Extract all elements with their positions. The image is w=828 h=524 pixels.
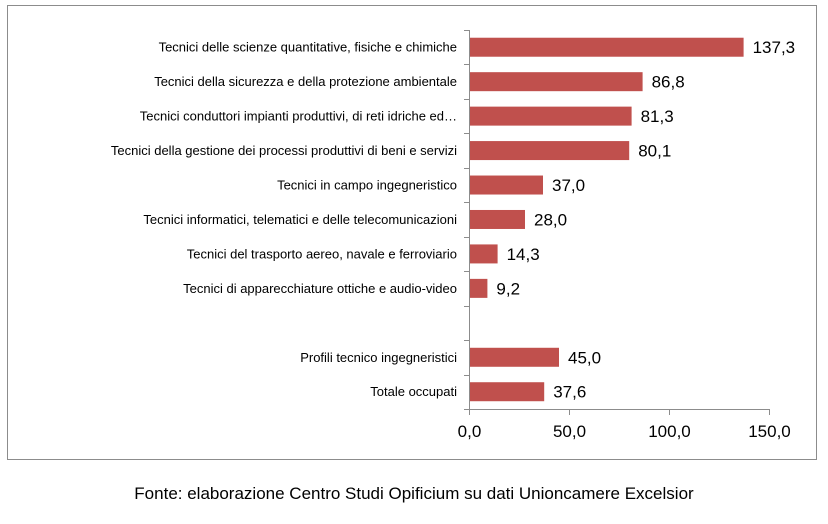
bar — [469, 106, 632, 126]
bar — [469, 37, 744, 57]
data-label: 86,8 — [652, 73, 685, 92]
x-tick-label: 50,0 — [553, 422, 586, 441]
chart-frame: Tecnici delle scienze quantitative, fisi… — [7, 5, 817, 460]
category-label: Tecnici informatici, telematici e delle … — [143, 212, 457, 227]
data-label: 81,3 — [641, 107, 674, 126]
bar-chart: Tecnici delle scienze quantitative, fisi… — [111, 30, 796, 441]
data-label: 37,6 — [553, 383, 586, 402]
data-label: 80,1 — [638, 142, 671, 161]
category-label: Tecnici della sicurezza e della protezio… — [154, 74, 457, 89]
source-note: Fonte: elaborazione Centro Studi Opifici… — [134, 484, 694, 503]
data-label: 137,3 — [753, 38, 796, 57]
bar — [469, 382, 545, 402]
category-label: Tecnici in campo ingegneristico — [277, 178, 457, 193]
category-label: Tecnici del trasporto aereo, navale e fe… — [187, 246, 457, 261]
category-label: Tecnici delle scienze quantitative, fisi… — [159, 40, 457, 55]
bar — [469, 278, 488, 298]
data-label: 9,2 — [496, 279, 520, 298]
bar — [469, 141, 630, 161]
data-label: 45,0 — [568, 348, 601, 367]
bar — [469, 175, 543, 195]
category-label: Totale occupati — [370, 384, 457, 399]
x-tick-label: 150,0 — [748, 422, 791, 441]
x-tick-label: 0,0 — [458, 422, 482, 441]
bar — [469, 209, 525, 229]
category-label: Profili tecnico ingegneristici — [300, 350, 457, 365]
data-label: 28,0 — [534, 210, 567, 229]
x-tick-label: 100,0 — [648, 422, 691, 441]
category-label: Tecnici di apparecchiature ottiche e aud… — [183, 281, 457, 296]
bar — [469, 72, 643, 92]
bar — [469, 347, 559, 367]
category-label: Tecnici conduttori impianti produttivi, … — [140, 109, 457, 124]
data-label: 14,3 — [507, 245, 540, 264]
data-label: 37,0 — [552, 176, 585, 195]
category-label: Tecnici della gestione dei processi prod… — [111, 143, 457, 158]
bar — [469, 244, 498, 264]
